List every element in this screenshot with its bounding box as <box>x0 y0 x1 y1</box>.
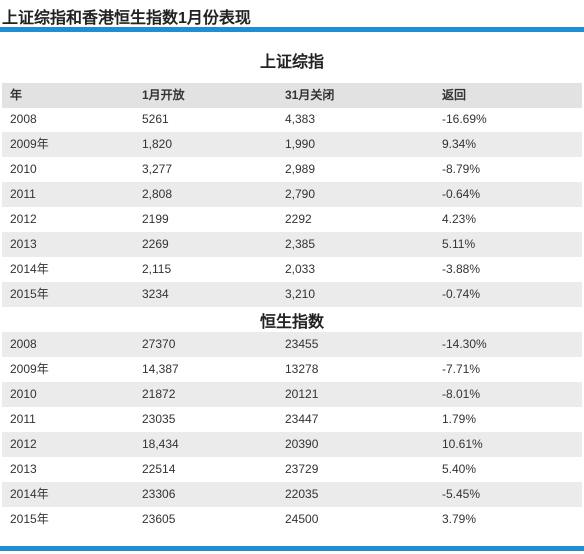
table-cell: 23035 <box>142 412 176 426</box>
table-cell: 2008 <box>10 112 37 126</box>
table-cell: -0.64% <box>442 187 481 201</box>
table-row: 2013 2269 2,385 5.11% <box>2 232 582 257</box>
table-cell: 23605 <box>142 512 176 526</box>
table-cell: -0.74% <box>442 287 481 301</box>
table-cell: 4,383 <box>285 112 316 126</box>
table-cell: 2009年 <box>10 137 49 151</box>
column-header: 31月关闭 <box>285 88 335 102</box>
table-cell: 2010 <box>10 162 37 176</box>
table-cell: 23455 <box>285 337 319 351</box>
header-row: 年 1月开放 31月关闭 返回 <box>2 83 582 108</box>
table-row: 2009年 1,820 1,990 9.34% <box>2 132 582 157</box>
table-cell: 2011 <box>10 412 36 426</box>
table-cell: 2013 <box>10 237 37 251</box>
section-title: 恒生指数 <box>259 314 324 331</box>
table-row: 2010 3,277 2,989 -8.79% <box>2 157 582 182</box>
table-cell: 1,990 <box>285 137 316 151</box>
table-cell: 2,033 <box>285 262 316 276</box>
table-cell: 2292 <box>285 212 312 226</box>
table-row: 2014年 2,115 2,033 -3.88% <box>2 257 582 282</box>
table-cell: 2010 <box>10 387 37 401</box>
table-cell: -5.45% <box>442 487 481 501</box>
table-row: 2011 2,808 2,790 -0.64% <box>2 182 582 207</box>
table-cell: -8.79% <box>442 162 481 176</box>
table-cell: 27370 <box>142 337 176 351</box>
table-row: 2011 23035 23447 1.79% <box>2 407 582 432</box>
table-cell: -14.30% <box>442 337 487 351</box>
table-row: 2015年 23605 24500 3.79% <box>2 507 582 532</box>
column-header: 年 <box>10 88 23 102</box>
table-cell: 2011 <box>10 187 36 201</box>
table-row: 2010 21872 20121 -8.01% <box>2 382 582 407</box>
table-cell: 2014年 <box>10 487 49 501</box>
table-cell: 2008 <box>10 337 37 351</box>
table-cell: 21872 <box>142 387 176 401</box>
top-rule <box>0 27 584 32</box>
table-cell: 5261 <box>142 112 169 126</box>
table-cell: -8.01% <box>442 387 481 401</box>
table-cell: 2009年 <box>10 362 49 376</box>
table-cell: 10.61% <box>442 437 483 451</box>
table-cell: 23447 <box>285 412 319 426</box>
table-cell: 5.11% <box>442 237 476 251</box>
table-cell: -7.71% <box>442 362 481 376</box>
table-cell: 20121 <box>285 387 319 401</box>
table-row: 2008 5261 4,383 -16.69% <box>2 107 582 132</box>
table-cell: 2199 <box>142 212 169 226</box>
table-cell: 2,115 <box>142 262 172 276</box>
table-cell: 2014年 <box>10 262 49 276</box>
section-title: 上证综指 <box>259 54 324 71</box>
table-cell: 14,387 <box>142 362 179 376</box>
table-cell: 4.23% <box>442 212 477 226</box>
table-cell: 2,808 <box>142 187 173 201</box>
table-cell: 9.34% <box>442 137 477 151</box>
table-row: 2015年 3234 3,210 -0.74% <box>2 282 582 307</box>
table-row: 2012 2199 2292 4.23% <box>2 207 582 232</box>
table-row: 2009年 14,387 13278 -7.71% <box>2 357 582 382</box>
table-cell: 3234 <box>142 287 169 301</box>
table-cell: 2269 <box>142 237 169 251</box>
table-cell: 1.79% <box>442 412 477 426</box>
table-cell: 2012 <box>10 437 37 451</box>
table-cell: 3.79% <box>442 512 477 526</box>
table-cell: 3,210 <box>285 287 316 301</box>
table-cell: 24500 <box>285 512 319 526</box>
table-cell: 22514 <box>142 462 176 476</box>
table-row: 2014年 23306 22035 -5.45% <box>2 482 582 507</box>
column-header: 1月开放 <box>142 88 185 102</box>
table-cell: 3,277 <box>142 162 173 176</box>
table-cell: -16.69% <box>442 112 487 126</box>
table-cell: 2012 <box>10 212 37 226</box>
bottom-rule <box>0 546 584 551</box>
table-cell: 23306 <box>142 487 176 501</box>
column-header: 返回 <box>442 88 467 102</box>
table-cell: 2,790 <box>285 187 316 201</box>
table-cell: 2015年 <box>10 512 49 526</box>
table-cell: 2,989 <box>285 162 316 176</box>
table-cell: 2015年 <box>10 287 49 301</box>
page-title: 上证综指和香港恒生指数1月份表现 <box>2 10 251 27</box>
table-cell: 20390 <box>285 437 319 451</box>
table-cell: 2,385 <box>285 237 316 251</box>
table-cell: 22035 <box>285 487 319 501</box>
table-row: 2008 27370 23455 -14.30% <box>2 332 582 357</box>
table-row: 2012 18,434 20390 10.61% <box>2 432 582 457</box>
table-cell: 23729 <box>285 462 319 476</box>
table-cell: 2013 <box>10 462 37 476</box>
table-cell: -3.88% <box>442 262 481 276</box>
table-cell: 1,820 <box>142 137 173 151</box>
table-row: 2013 22514 23729 5.40% <box>2 457 582 482</box>
table-cell: 5.40% <box>442 462 477 476</box>
table-cell: 18,434 <box>142 437 179 451</box>
table-cell: 13278 <box>285 362 319 376</box>
